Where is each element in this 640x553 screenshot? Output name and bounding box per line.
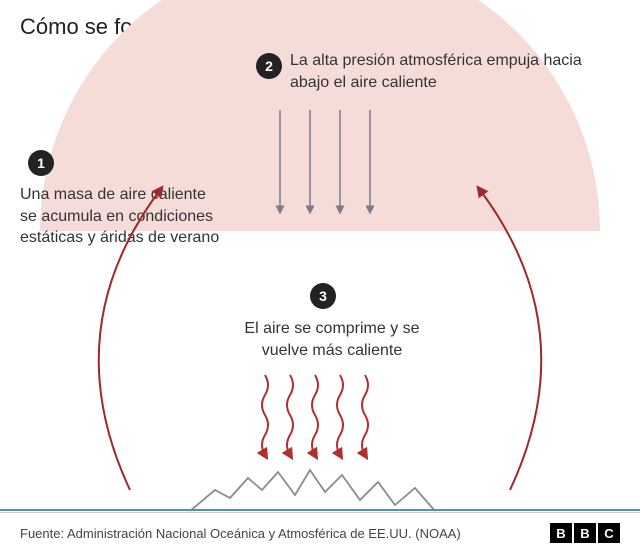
step-2-number: 2 bbox=[265, 58, 273, 74]
heat-wave-arrows bbox=[262, 375, 368, 455]
footer: Fuente: Administración Nacional Oceánica… bbox=[0, 512, 640, 553]
bbc-b2: B bbox=[574, 523, 596, 543]
step-3-number: 3 bbox=[319, 288, 327, 304]
step-3-text: El aire se comprime y se vuelve más cali… bbox=[232, 318, 432, 361]
infographic-container: Cómo se forma un domo de calor 1 Una mas… bbox=[0, 0, 640, 553]
step-1-badge: 1 bbox=[28, 150, 54, 176]
ground-line bbox=[0, 509, 640, 511]
mountain-silhouette bbox=[190, 470, 435, 511]
bbc-logo: B B C bbox=[550, 523, 620, 543]
step-1-number: 1 bbox=[37, 155, 45, 171]
step-1-text: Una masa de aire caliente se acumula en … bbox=[20, 184, 220, 249]
step-2-badge: 2 bbox=[256, 53, 282, 79]
bbc-c: C bbox=[598, 523, 620, 543]
step-2-text: La alta presión atmosférica empuja hacia… bbox=[290, 50, 590, 93]
source-text: Fuente: Administración Nacional Oceánica… bbox=[20, 526, 461, 541]
bbc-b1: B bbox=[550, 523, 572, 543]
step-3-badge: 3 bbox=[310, 283, 336, 309]
